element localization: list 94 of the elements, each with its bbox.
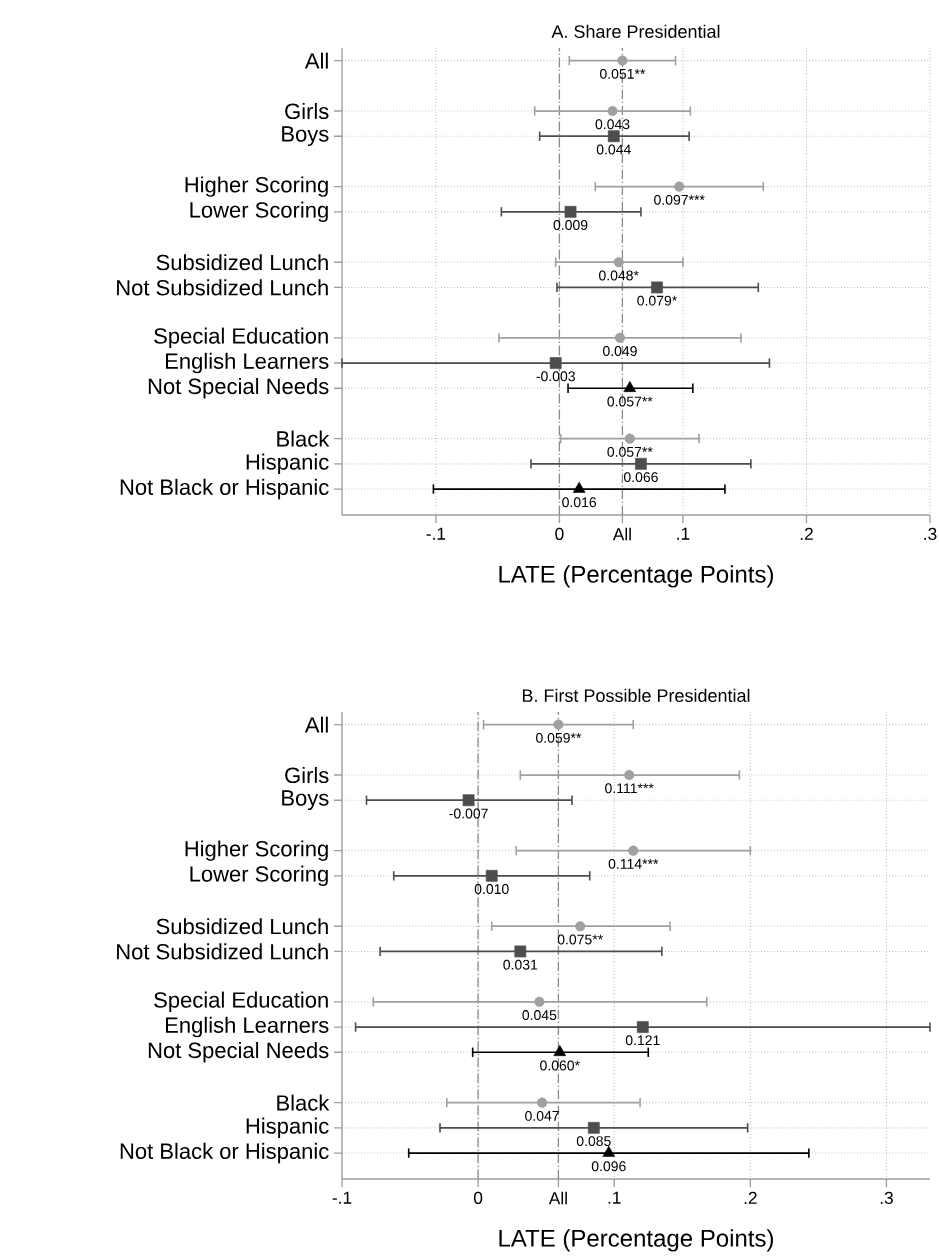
x-tick-label: -.1 — [426, 527, 446, 540]
point — [628, 845, 639, 856]
point — [624, 769, 635, 781]
point — [602, 1145, 616, 1157]
data-label: 0.057** — [607, 446, 653, 457]
y-tick-label: English Learners — [165, 352, 329, 374]
data-label: 0.043 — [595, 119, 630, 130]
point — [623, 381, 637, 392]
data-label: -0.003 — [536, 371, 575, 382]
data-label: 0.066 — [623, 472, 658, 483]
data-label: 0.121 — [625, 1035, 660, 1046]
y-tick-label: English Learners — [165, 1016, 329, 1038]
point — [462, 794, 475, 807]
y-tick-label: Lower Scoring — [190, 865, 328, 887]
point — [614, 332, 626, 343]
ref-line-label: All — [612, 527, 631, 541]
point — [564, 205, 577, 218]
x-axis-title: LATE (Percentage Points) — [499, 1229, 773, 1252]
x-axis-title: LATE (Percentage Points) — [499, 565, 773, 588]
y-tick-label: Not Subsidized Lunch — [117, 943, 328, 960]
y-tick-label: Girls — [285, 766, 329, 784]
point — [674, 181, 685, 192]
point — [553, 719, 564, 730]
y-tick-label: Not Black or Hispanic — [120, 478, 329, 500]
point — [553, 1045, 567, 1056]
point — [534, 996, 545, 1007]
data-label: 0.031 — [503, 959, 538, 970]
y-tick-label: Subsidized Lunch — [156, 254, 328, 271]
y-tick-label: Boys — [282, 126, 329, 147]
data-label: 0.016 — [562, 497, 597, 508]
point — [485, 869, 498, 882]
y-tick-label: Higher Scoring — [185, 176, 328, 197]
point — [549, 357, 562, 369]
point — [607, 130, 620, 143]
y-tick-label: Hispanic — [246, 1117, 329, 1139]
data-label: 0.060* — [540, 1060, 580, 1071]
point — [651, 281, 663, 294]
y-tick-label: Black — [277, 1094, 330, 1111]
data-label: 0.051** — [599, 68, 646, 79]
data-label: 0.114*** — [608, 858, 659, 869]
data-label: 0.009 — [553, 220, 588, 231]
y-tick-label: Higher Scoring — [185, 840, 328, 861]
data-label: 0.044 — [596, 144, 631, 155]
point — [636, 1021, 649, 1033]
y-tick-label: Girls — [285, 102, 329, 120]
data-label: 0.079* — [637, 295, 678, 306]
point — [514, 945, 527, 958]
chart-title: A. Share Presidential — [551, 24, 720, 38]
x-tick-label: .2 — [744, 1191, 757, 1204]
data-label: 0.047 — [525, 1110, 559, 1121]
point — [613, 257, 624, 268]
y-tick-label: All — [304, 52, 328, 69]
x-tick-label: -.1 — [332, 1191, 352, 1204]
point — [587, 1121, 600, 1134]
point — [617, 55, 628, 66]
y-tick-label: Black — [277, 430, 330, 447]
y-tick-label: Hispanic — [246, 453, 329, 475]
y-tick-label: All — [304, 716, 328, 733]
data-label: 0.111*** — [605, 783, 654, 794]
data-label: 0.057** — [607, 396, 653, 407]
y-tick-label: Not Subsidized Lunch — [117, 279, 328, 296]
data-label: 0.096 — [591, 1161, 626, 1172]
y-tick-label: Special Education — [154, 991, 328, 1013]
point — [607, 105, 618, 117]
data-label: 0.048* — [599, 270, 639, 281]
x-tick-label: .1 — [677, 527, 690, 540]
y-tick-label: Lower Scoring — [190, 201, 328, 223]
data-label: 0.049 — [602, 346, 637, 357]
y-tick-label: Not Special Needs — [148, 378, 329, 399]
point — [635, 457, 647, 470]
y-tick-label: Not Special Needs — [148, 1042, 329, 1063]
point — [624, 433, 635, 444]
data-label: 0.045 — [522, 1010, 557, 1021]
y-tick-label: Special Education — [154, 327, 328, 349]
data-label: 0.010 — [474, 884, 509, 895]
y-tick-label: Boys — [282, 790, 329, 811]
data-label: 0.085 — [576, 1136, 611, 1147]
data-label: -0.007 — [449, 808, 488, 819]
x-tick-label: .3 — [880, 1191, 893, 1204]
x-tick-label: 0 — [473, 1191, 483, 1204]
y-tick-label: Subsidized Lunch — [156, 918, 328, 935]
x-tick-label: .1 — [608, 1191, 621, 1204]
y-tick-label: Not Black or Hispanic — [120, 1142, 329, 1164]
point — [537, 1097, 548, 1108]
x-tick-label: .2 — [800, 527, 813, 540]
ref-line-label: All — [548, 1191, 567, 1205]
data-label: 0.075** — [557, 934, 603, 945]
x-tick-label: 0 — [555, 527, 564, 540]
chart-title: B. First Possible Presidential — [522, 688, 750, 702]
data-label: 0.097*** — [654, 194, 705, 205]
x-tick-label: .3 — [924, 527, 937, 540]
point — [572, 481, 586, 493]
data-label: 0.059** — [536, 732, 582, 743]
point — [575, 921, 586, 932]
